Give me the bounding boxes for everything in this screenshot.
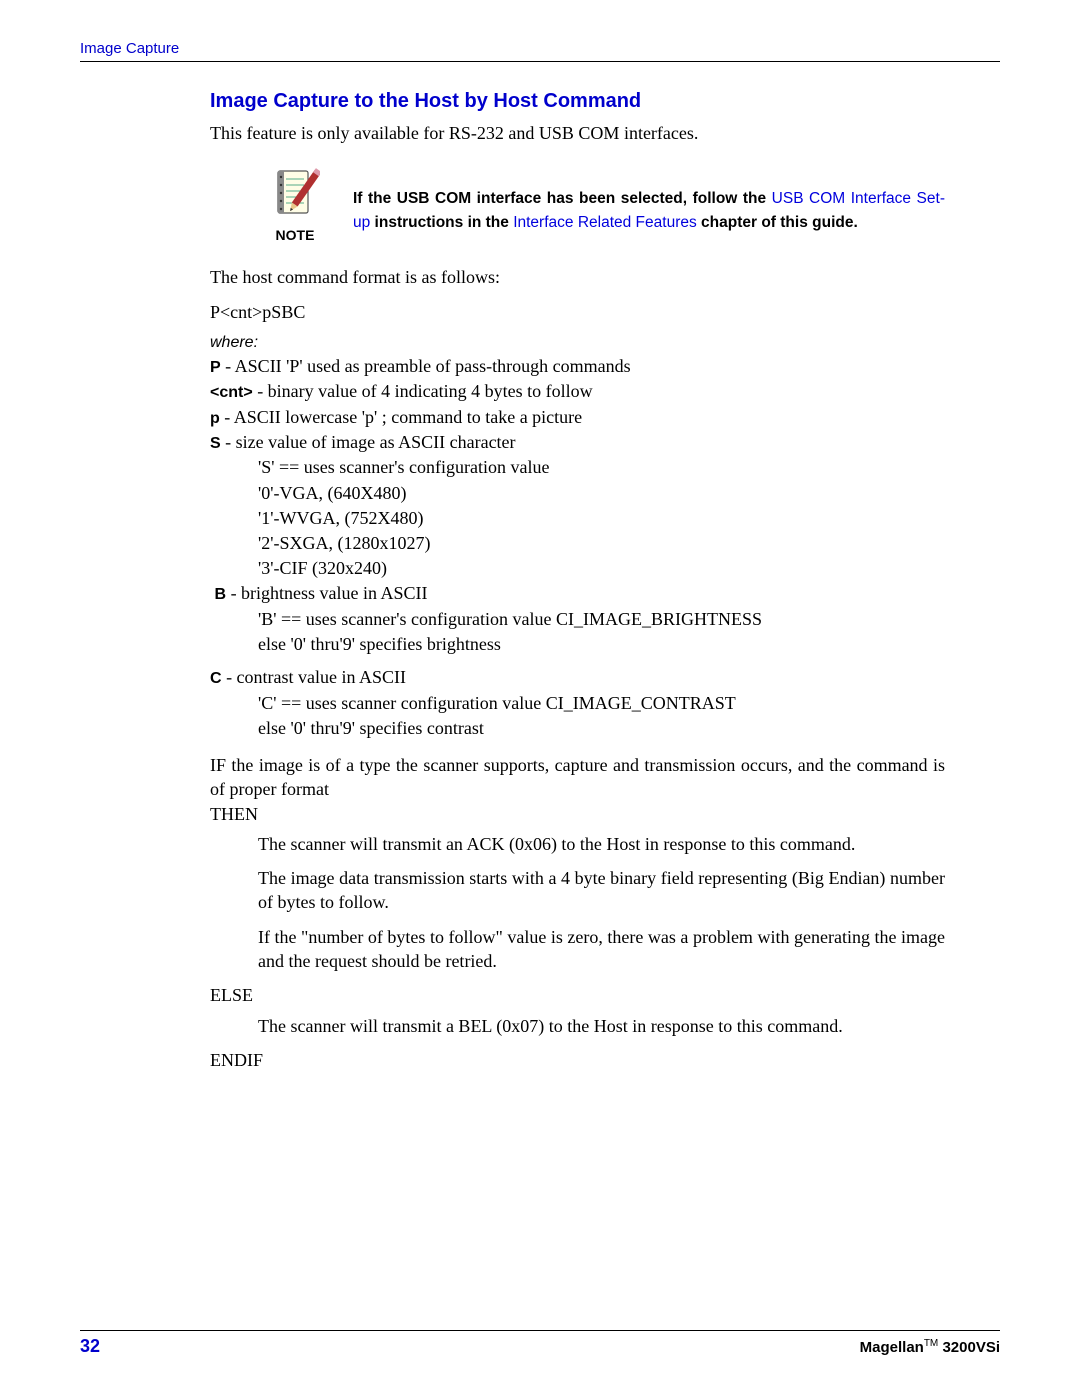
note-label: NOTE	[276, 227, 315, 243]
page-footer: 32 MagellanTM 3200VSi	[80, 1330, 1000, 1357]
note-t3: chapter of this guide.	[697, 214, 858, 231]
param-S-v2: '1'-WVGA, (752X480)	[258, 506, 945, 531]
cmd-format: P<cnt>pSBC	[210, 300, 945, 324]
param-S-v4: '3'-CIF (320x240)	[258, 556, 945, 581]
param-B: B - brightness value in ASCII	[210, 581, 945, 606]
param-p: p - ASCII lowercase 'p' ; command to tak…	[210, 405, 945, 430]
note-text: If the USB COM interface has been select…	[353, 165, 945, 234]
endif-label: ENDIF	[210, 1048, 945, 1072]
intro-text: This feature is only available for RS-23…	[210, 121, 945, 145]
param-S-desc: - size value of image as ASCII character	[221, 432, 516, 452]
param-S-label: S	[210, 435, 221, 452]
param-C: C - contrast value in ASCII	[210, 665, 945, 690]
footer-brand: MagellanTM 3200VSi	[860, 1338, 1000, 1356]
where-label: where:	[210, 334, 945, 352]
footer-rule	[80, 1330, 1000, 1331]
brand-name: Magellan	[860, 1339, 924, 1356]
param-P-desc: - ASCII 'P' used as preamble of pass-thr…	[221, 356, 631, 376]
param-cnt: <cnt> - binary value of 4 indicating 4 b…	[210, 379, 945, 404]
param-C-label: C	[210, 670, 222, 687]
page-number: 32	[80, 1336, 100, 1357]
page-content: Image Capture to the Host by Host Comman…	[210, 90, 945, 1072]
param-B-desc: - brightness value in ASCII	[226, 583, 427, 603]
then-3: If the "number of bytes to follow" value…	[258, 925, 945, 974]
param-cnt-label: <cnt>	[210, 384, 253, 401]
then-1: The scanner will transmit an ACK (0x06) …	[258, 832, 945, 856]
note-block: NOTE If the USB COM interface has been s…	[265, 165, 945, 243]
param-B-label: B	[215, 586, 227, 603]
param-P: P - ASCII 'P' used as preamble of pass-t…	[210, 354, 945, 379]
param-C-v0: 'C' == uses scanner configuration value …	[258, 691, 945, 716]
param-B-v1: else '0' thru'9' specifies brightness	[258, 632, 945, 657]
param-cnt-desc: - binary value of 4 indicating 4 bytes t…	[253, 381, 593, 401]
param-P-label: P	[210, 359, 221, 376]
param-p-label: p	[210, 410, 220, 427]
param-S-v1: '0'-VGA, (640X480)	[258, 481, 945, 506]
param-S: S - size value of image as ASCII charact…	[210, 430, 945, 455]
note-icon	[270, 165, 320, 223]
if-clause: IF the image is of a type the scanner su…	[210, 753, 945, 802]
note-icon-wrap: NOTE	[265, 165, 325, 243]
header-rule	[80, 61, 1000, 62]
note-t1: If the USB COM interface has been select…	[353, 190, 772, 207]
param-S-v0: 'S' == uses scanner's configuration valu…	[258, 455, 945, 480]
note-t2: instructions in the	[370, 214, 513, 231]
param-p-desc: - ASCII lowercase 'p' ; command to take …	[220, 407, 582, 427]
model-name: 3200VSi	[938, 1339, 1000, 1356]
section-title: Image Capture to the Host by Host Comman…	[210, 90, 945, 113]
then-label: THEN	[210, 802, 945, 826]
tm-symbol: TM	[924, 1338, 938, 1349]
param-C-desc: - contrast value in ASCII	[222, 667, 406, 687]
param-S-v3: '2'-SXGA, (1280x1027)	[258, 531, 945, 556]
host-cmd-intro: The host command format is as follows:	[210, 265, 945, 289]
else-label: ELSE	[210, 983, 945, 1007]
note-link-2[interactable]: Interface Related Features	[513, 214, 697, 231]
param-B-v0: 'B' == uses scanner's configuration valu…	[258, 607, 945, 632]
param-C-v1: else '0' thru'9' specifies contrast	[258, 716, 945, 741]
else-1: The scanner will transmit a BEL (0x07) t…	[258, 1014, 945, 1038]
running-header: Image Capture	[80, 40, 1000, 57]
then-2: The image data transmission starts with …	[258, 866, 945, 915]
